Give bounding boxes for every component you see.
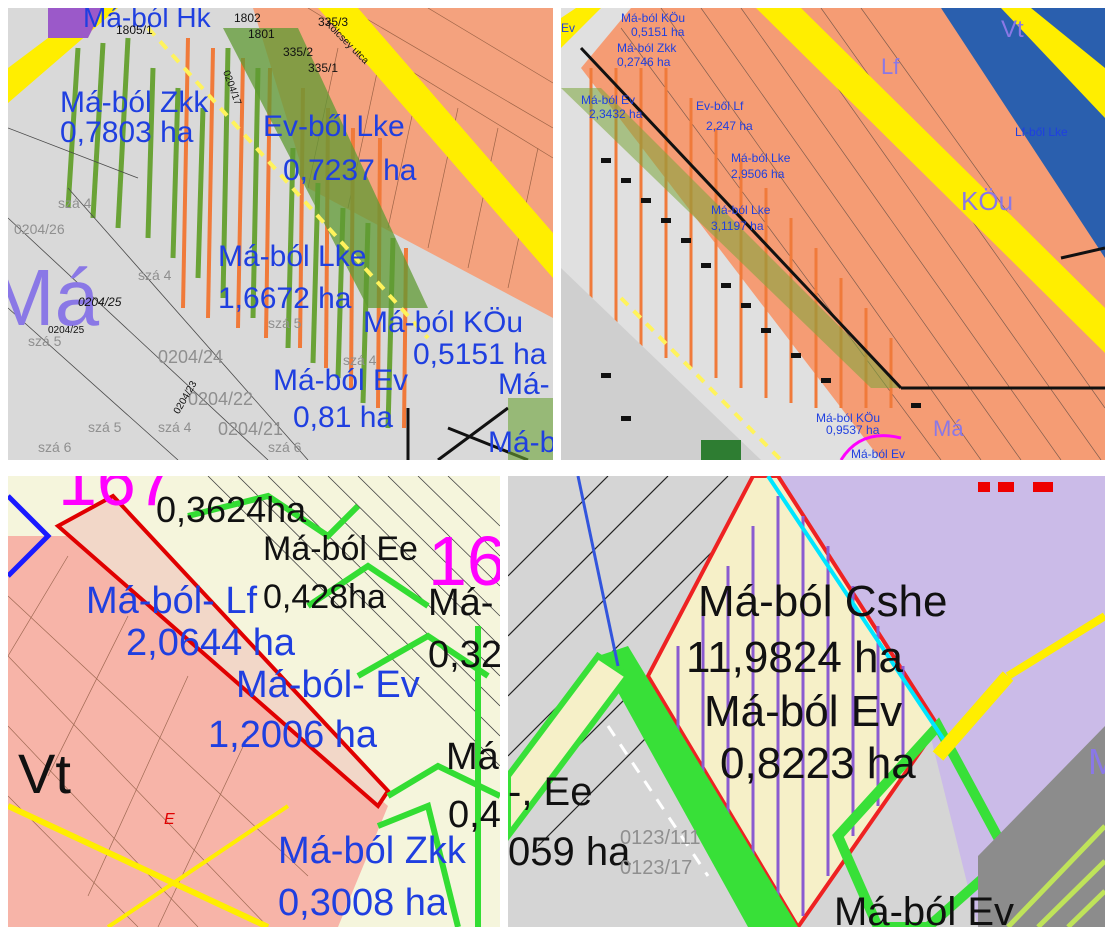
map-panel-top-left: Má-ból Hk Má-ból Zkk 0,7803 ha Ev-ből Lk… (8, 8, 553, 460)
map-graphics (8, 8, 553, 460)
label-sza-2: szá 4 (138, 267, 172, 283)
label-parcel-0123-111: 0123/111 (620, 827, 701, 849)
label-ev: Má-ból Ev (273, 364, 409, 397)
label-zkk: Má-ból Zkk (617, 41, 677, 55)
label-big-ma: Má (8, 253, 100, 342)
label-ma-lke: Má-ból Lke (218, 240, 367, 273)
label-zkk-area: 0,2746 ha (617, 55, 671, 69)
label-area-right: 0,32 (428, 634, 500, 676)
parcel-1805-1: 1805/1 (116, 23, 153, 37)
label-kou-area: 0,5151 ha (413, 338, 547, 371)
label-zkk-area: 0,7803 ha (60, 116, 194, 149)
parcel-335-2: 335/2 (283, 45, 314, 59)
label-kou: Má-ból KÖu (363, 306, 524, 339)
label-area-right2: 0,4 (448, 794, 500, 836)
label-lf-area: 2,0644 ha (126, 622, 296, 664)
label-sza-1: szá 4 (58, 195, 92, 211)
parcel-0204-25: 0204/25 (78, 295, 122, 309)
map-panel-bottom-right: Má-ból Cshe 11,9824 ha Má-ból Ev 0,8223 … (508, 476, 1105, 927)
label-sza-8: szá 6 (268, 439, 302, 455)
parcel-0204-25b: 0204/25 (48, 325, 85, 336)
label-ev-top: Ev (561, 21, 576, 35)
label-ev: Má-ból Ev (581, 93, 636, 107)
label-e: E (164, 811, 175, 828)
label-parcel-0123-17: 0123/17 (620, 857, 693, 879)
parcel-0204-24: 0204/24 (158, 347, 224, 367)
label-ev-area: 0,8223 ha (720, 739, 916, 788)
label-ee: Má-ból Ee (263, 530, 418, 568)
label-lf-area: 2,247 ha (706, 119, 753, 133)
label-ev-bottom: Má-ból Ev (851, 447, 906, 460)
label-lke1: Má-ból Lke (731, 151, 791, 165)
parcel-1802: 1802 (234, 11, 261, 25)
map-graphics (508, 476, 1105, 927)
label-lke2-area: 3,1197 ha (711, 219, 764, 233)
label-hk: Má-ból Hk (83, 8, 211, 33)
label-vt: Vt (18, 742, 71, 805)
label-zkk: Má-ból Zkk (278, 830, 466, 872)
label-ev-lke-area: 0,7237 ha (283, 154, 417, 187)
label-area-bottom: 0,9537 ha (826, 423, 880, 437)
label-cshe: Má-ból Cshe (698, 577, 948, 626)
label-sza-3: szá 4 (158, 419, 192, 435)
label-area2: 0,428ha (263, 578, 386, 616)
parcel-0204-22: 0204/22 (188, 389, 254, 409)
label-ma-bottom: Má (933, 416, 964, 441)
label-sza-6: szá 6 (38, 439, 72, 455)
label-ma-side2: Má-b (488, 426, 553, 459)
label-ma-side: Má- (498, 368, 550, 401)
label-area1: 0,3624ha (156, 489, 307, 530)
label-cshe-area: 11,9824 ha (686, 633, 903, 682)
parcel-0204-21: 0204/21 (218, 419, 284, 439)
map-graphics (8, 476, 500, 927)
label-lke1-area: 2,9506 ha (731, 167, 785, 181)
label-lf-lke: Lf-ből Lke (1015, 125, 1068, 139)
label-ee: -, Ee (508, 770, 593, 814)
label-lf-right: Lf (881, 54, 900, 79)
label-m-right: M (1088, 741, 1105, 782)
parcel-1801: 1801 (248, 27, 275, 41)
label-lke2: Má-ból Lke (711, 203, 771, 217)
label-num-left: 167 (58, 476, 175, 520)
label-ee-area: 059 ha (508, 830, 631, 874)
map-graphics (561, 8, 1105, 460)
parcel-335-1: 335/1 (308, 61, 339, 75)
label-lf: Ev-ből Lf (696, 99, 744, 113)
label-sza-9: szá 5 (88, 419, 122, 435)
label-ma-right2: Má (446, 736, 499, 778)
label-ma-lke-area: 1,6672 ha (218, 282, 352, 315)
label-ev-bottom: Má-ból Ev (834, 890, 1015, 927)
label-lf: Má-ból- Lf (86, 580, 258, 622)
map-panel-top-right: Ev Má-ból KÖu 0,5151 ha Má-ból Zkk 0,274… (561, 8, 1105, 460)
label-sza-5: szá 5 (268, 315, 302, 331)
label-ev: Má-ból- Ev (236, 664, 420, 706)
label-kou-top: Má-ból KÖu (621, 11, 686, 25)
label-num-right: 166 (428, 522, 500, 600)
label-kou-right: KÖu (961, 186, 1014, 216)
label-kou-bottom: Má-ból KÖu (816, 411, 881, 425)
label-ev-area: 0,81 ha (293, 401, 394, 434)
label-ev-area: 2,3432 ha (589, 107, 643, 121)
label-ev: Má-ból Ev (704, 687, 903, 736)
label-zkk: Má-ból Zkk (60, 86, 209, 119)
label-sza-7: szá 4 (343, 352, 377, 368)
map-panel-bottom-left: 167 166 0,3624ha Má-ból Ee 0,428ha Má-bó… (8, 476, 500, 927)
label-zkk-area: 0,3008 ha (278, 882, 448, 924)
label-ev-area: 1,2006 ha (208, 714, 378, 756)
label-sza-4: szá 5 (28, 333, 62, 349)
parcel-0204-26: 0204/26 (14, 221, 65, 237)
parcel-335-3: 335/3 (318, 15, 349, 29)
label-vt: Vt (1001, 16, 1024, 43)
label-area-top: 0,5151 ha (631, 25, 685, 39)
label-ev-lke: Ev-ből Lke (263, 110, 405, 143)
label-ma-right: Má- (428, 582, 494, 624)
